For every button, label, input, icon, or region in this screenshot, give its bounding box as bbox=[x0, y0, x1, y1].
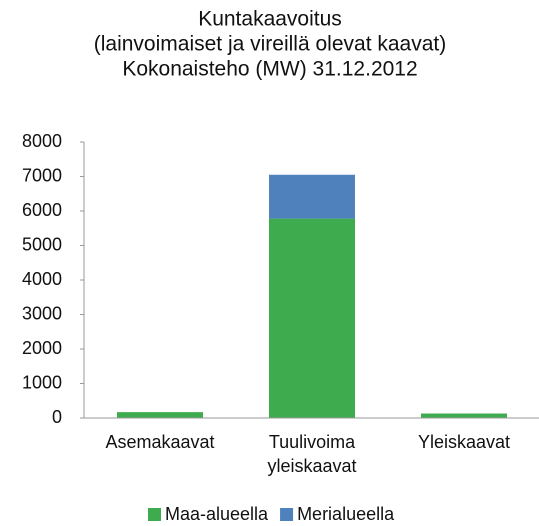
bar-segment bbox=[117, 412, 203, 418]
x-tick-label: Tuulivoima yleiskaavat bbox=[267, 432, 357, 476]
chart-title: (lainvoimaiset ja vireillä olevat kaavat… bbox=[94, 33, 446, 56]
legend-swatch bbox=[148, 508, 161, 521]
bar-segment bbox=[421, 413, 507, 418]
y-tick-label: 2000 bbox=[22, 338, 62, 358]
y-tick-label: 4000 bbox=[22, 269, 62, 289]
legend-label: Merialueella bbox=[297, 504, 395, 524]
legend-swatch bbox=[280, 508, 294, 521]
x-tick-label: Yleiskaavat bbox=[417, 432, 511, 452]
y-tick-label: 8000 bbox=[22, 131, 62, 151]
y-tick-label: 5000 bbox=[22, 234, 62, 254]
y-tick-label: 1000 bbox=[22, 372, 62, 392]
y-tick-label: 6000 bbox=[22, 200, 62, 220]
y-tick-label: 3000 bbox=[22, 303, 62, 323]
y-tick-label: 7000 bbox=[22, 165, 62, 185]
y-tick-label: 0 bbox=[52, 407, 62, 427]
x-tick-label: Asemakaavat bbox=[105, 432, 215, 452]
bar-segment bbox=[269, 174, 355, 219]
legend-label: Maa-alueella bbox=[165, 504, 269, 524]
bar-segment bbox=[269, 218, 355, 418]
chart-title: Kokonaisteho (MW) 31.12.2012 bbox=[122, 58, 417, 81]
chart-title: Kuntakaavoitus bbox=[198, 8, 342, 31]
